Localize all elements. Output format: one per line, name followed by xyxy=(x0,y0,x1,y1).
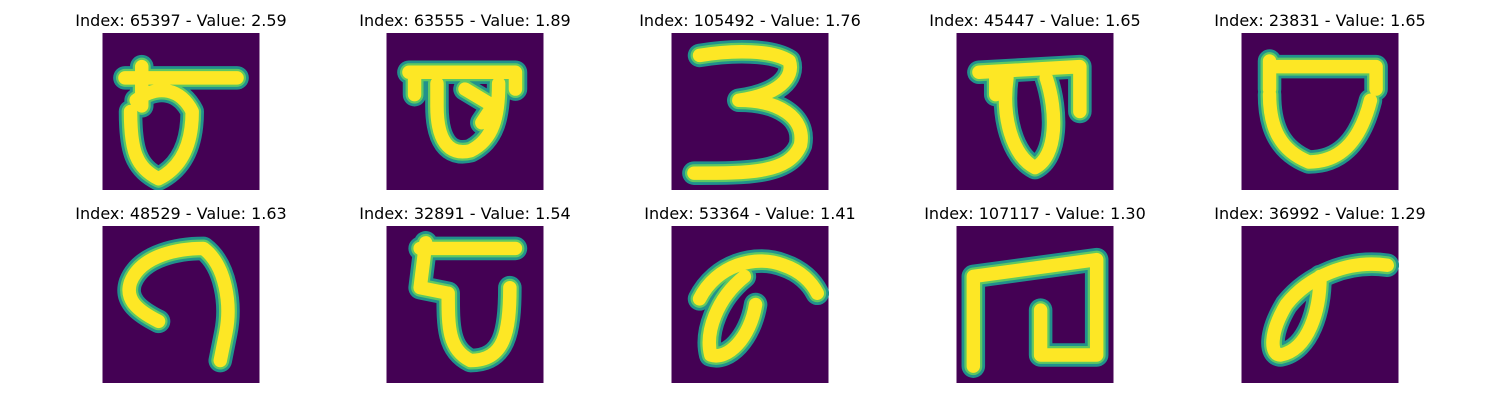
sample-panel: Index: 105492 - Value: 1.76 xyxy=(610,11,890,191)
digit-image xyxy=(386,33,544,190)
sample-panel: Index: 65397 - Value: 2.59 xyxy=(41,11,321,191)
panel-title: Index: 32891 - Value: 1.54 xyxy=(359,204,571,223)
sample-panel: Index: 107117 - Value: 1.30 xyxy=(895,204,1175,384)
digit-image xyxy=(1241,226,1399,383)
digit-image xyxy=(102,33,260,190)
sample-panel: Index: 63555 - Value: 1.89 xyxy=(325,11,605,191)
panel-title: Index: 36992 - Value: 1.29 xyxy=(1214,204,1426,223)
panel-title: Index: 65397 - Value: 2.59 xyxy=(75,11,287,30)
sample-panel: Index: 45447 - Value: 1.65 xyxy=(895,11,1175,191)
digit-image xyxy=(671,226,829,383)
digit-image xyxy=(1241,33,1399,190)
digit-image xyxy=(102,226,260,383)
sample-panel: Index: 36992 - Value: 1.29 xyxy=(1180,204,1460,384)
panel-title: Index: 53364 - Value: 1.41 xyxy=(644,204,856,223)
panel-title: Index: 23831 - Value: 1.65 xyxy=(1214,11,1426,30)
panel-title: Index: 45447 - Value: 1.65 xyxy=(929,11,1141,30)
sample-panel: Index: 48529 - Value: 1.63 xyxy=(41,204,321,384)
digit-image xyxy=(956,33,1114,190)
sample-panel: Index: 53364 - Value: 1.41 xyxy=(610,204,890,384)
panel-title: Index: 107117 - Value: 1.30 xyxy=(924,204,1146,223)
digit-image xyxy=(671,33,829,190)
sample-panel: Index: 32891 - Value: 1.54 xyxy=(325,204,605,384)
digit-image xyxy=(956,226,1114,383)
panel-title: Index: 105492 - Value: 1.76 xyxy=(639,11,861,30)
digit-image xyxy=(386,226,544,383)
panel-title: Index: 63555 - Value: 1.89 xyxy=(359,11,571,30)
sample-panel: Index: 23831 - Value: 1.65 xyxy=(1180,11,1460,191)
panel-title: Index: 48529 - Value: 1.63 xyxy=(75,204,287,223)
